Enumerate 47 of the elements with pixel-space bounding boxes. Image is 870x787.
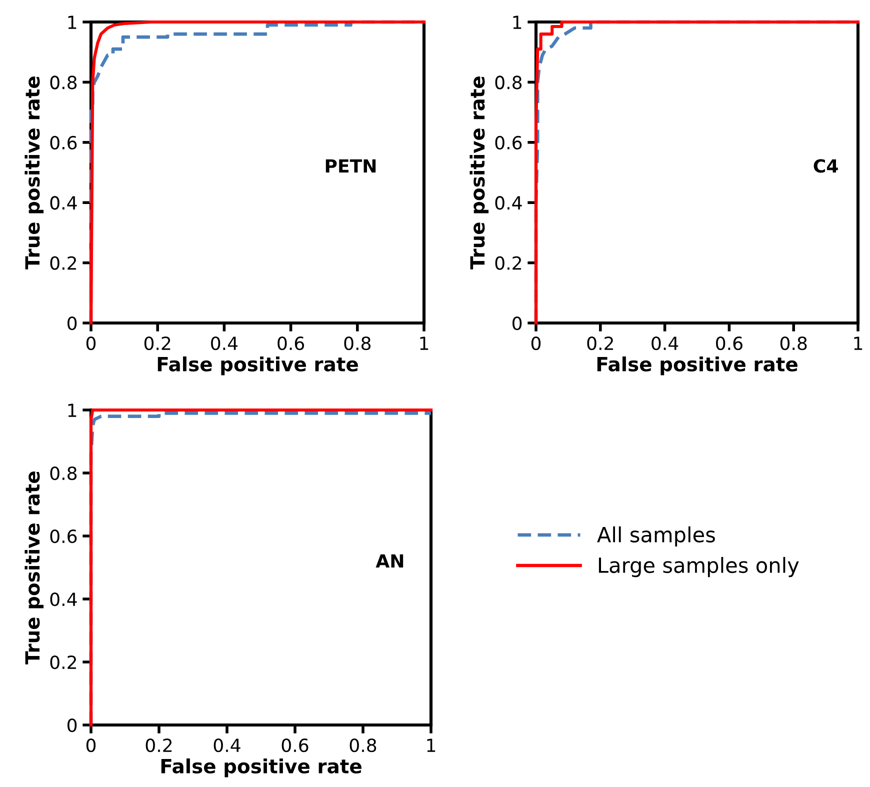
y-tick-label: 0.8: [50, 76, 77, 90]
x-axis-title: False positive rate: [158, 356, 358, 376]
x-tick-label: 0.4: [214, 738, 240, 752]
x-tick-label: 0.6: [716, 336, 742, 350]
x-tick-label: 0.6: [278, 336, 304, 350]
x-tick-label: 0: [86, 336, 96, 350]
annotation: AN: [376, 554, 404, 568]
y-tick-label: 0.4: [495, 196, 522, 210]
y-tick-label: 0.6: [50, 529, 77, 544]
x-tick-label: 0.4: [652, 336, 678, 350]
annotation: PETN: [326, 159, 376, 172]
y-tick-label: 1: [68, 404, 76, 417]
x-axis-title: False positive rate: [161, 758, 362, 778]
y-axis-title: True positive rate: [470, 76, 489, 270]
x-tick-label: 1: [427, 738, 436, 752]
y-tick-label: 1: [513, 16, 522, 29]
y-tick-label: 0.4: [50, 196, 77, 210]
x-tick-label: 0.8: [344, 336, 371, 350]
y-tick-label: 0.2: [50, 655, 76, 670]
x-tick-label: 1: [854, 336, 862, 350]
x-tick-label: 0.2: [146, 738, 172, 752]
annotation: C4: [814, 159, 838, 173]
y-tick-label: 0: [512, 316, 522, 330]
x-tick-label: 0.2: [144, 336, 170, 350]
x-tick-label: 0: [86, 738, 96, 752]
y-tick-label: 0.2: [495, 256, 521, 270]
y-tick-label: 0.2: [50, 256, 76, 270]
y-axis-title: True positive rate: [24, 76, 44, 270]
y-tick-label: 0.8: [495, 76, 522, 90]
y-tick-label: 0: [68, 718, 77, 732]
y-tick-label: 0: [68, 316, 77, 330]
x-axis-title: False positive rate: [597, 356, 798, 376]
x-tick-label: 0.2: [587, 336, 613, 350]
y-tick-label: 0.8: [50, 466, 77, 480]
y-tick-label: 0.6: [50, 136, 77, 150]
y-tick-label: 0.4: [50, 592, 77, 606]
x-tick-label: 0.6: [282, 738, 308, 752]
x-tick-label: 0: [531, 336, 541, 350]
x-tick-label: 0.8: [780, 336, 807, 350]
x-tick-label: 0.4: [211, 336, 238, 350]
legend-label: Large samples only: [598, 556, 799, 578]
y-axis-title: True positive rate: [24, 472, 44, 664]
y-tick-label: 0.6: [495, 136, 522, 150]
x-tick-label: 1: [420, 336, 428, 350]
y-tick-label: 1: [68, 16, 76, 29]
x-tick-label: 0.8: [350, 738, 376, 752]
legend-label: All samples: [597, 526, 715, 547]
